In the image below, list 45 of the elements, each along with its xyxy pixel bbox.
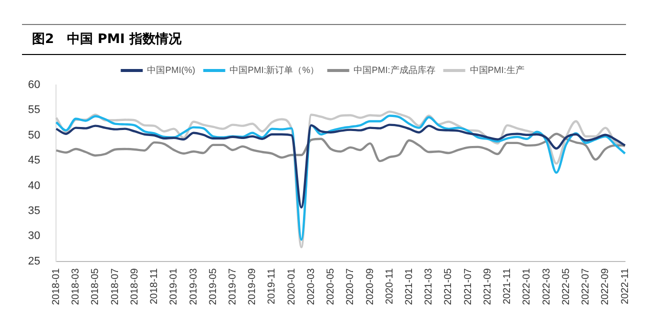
y-tick-label: 25 [28,255,40,268]
x-tick-label: 2022-01 [522,268,533,306]
x-tick-label: 2021-07 [462,268,474,306]
x-tick-label: 2019-09 [247,268,258,306]
x-tick-label: 2022-05 [560,268,572,306]
x-tick-label: 2022-03 [541,268,552,306]
legend-label: 中国PMI(%) [147,64,196,75]
legend-label: 中国PMI:新订单（%） [230,64,320,75]
x-tick-label: 2018-11 [149,268,160,304]
y-tick-label: 60 [28,79,40,92]
x-tick-label: 2021-05 [443,268,454,306]
x-tick-label: 2019-07 [228,268,238,306]
x-tick-label: 2021-09 [482,268,494,306]
x-tick-label: 2021-03 [424,268,435,306]
y-tick-label: 55 [28,104,40,116]
x-tick-label: 2018-07 [110,268,121,306]
x-tick-label: 2021-11 [502,268,514,304]
x-tick-label: 2018-01 [50,268,62,306]
x-tick-label: 2020-11 [384,268,396,304]
legend-label: 中国PMI:产成品库存 [354,64,436,75]
y-tick-label: 30 [28,230,40,242]
x-tick-label: 2022-09 [600,268,612,306]
y-tick-label: 45 [28,154,40,167]
chart-title: 图2 中国 PMI 指数情况 [22,24,626,55]
x-tick-label: 2019-03 [188,268,200,306]
x-tick-label: 2020-03 [306,268,317,306]
y-tick-label: 40 [28,180,40,192]
x-tick-label: 2018-05 [90,268,102,306]
x-tick-label: 2019-05 [208,268,219,306]
x-tick-label: 2020-09 [364,268,376,306]
x-tick-label: 2021-01 [404,268,416,306]
x-tick-label: 2022-11 [620,268,631,304]
x-tick-label: 2019-11 [266,268,278,304]
y-tick-label: 50 [28,129,40,142]
x-tick-label: 2020-07 [345,268,356,306]
line-series [55,132,626,162]
x-tick-label: 2020-05 [326,268,337,306]
x-tick-label: 2022-07 [580,268,592,306]
legend-label: 中国PMI:生产 [470,64,524,75]
y-tick-label: 35 [28,204,40,217]
x-tick-label: 2020-01 [286,268,298,306]
x-tick-label: 2018-03 [70,268,82,306]
line-series [55,124,626,209]
x-tick-label: 2018-09 [129,268,140,306]
x-tick-label: 2019-01 [168,268,180,306]
